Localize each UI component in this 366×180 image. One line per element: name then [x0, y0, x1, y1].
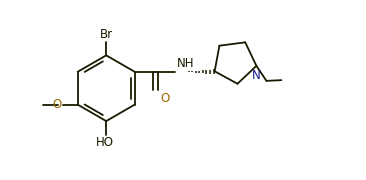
- Text: O: O: [160, 92, 169, 105]
- Text: HO: HO: [96, 136, 113, 149]
- Text: NH: NH: [176, 57, 194, 70]
- Text: N: N: [252, 69, 261, 82]
- Text: O: O: [53, 98, 62, 111]
- Text: Br: Br: [100, 28, 113, 41]
